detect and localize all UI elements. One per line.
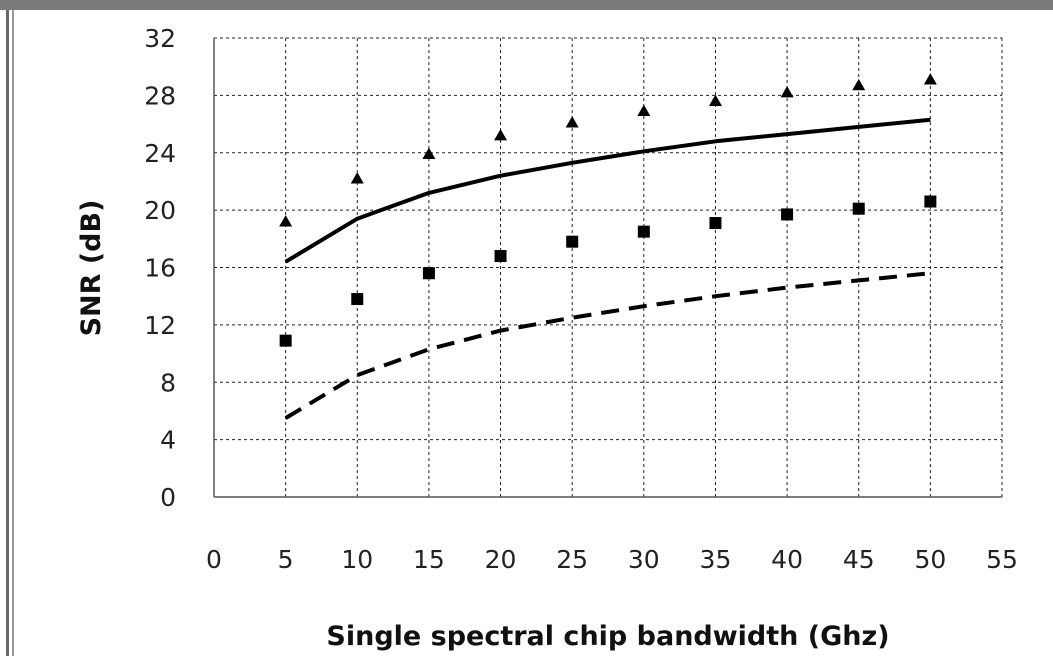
y-tick-label: 32 [144, 24, 176, 53]
x-tick-label: 45 [843, 545, 875, 574]
solid-series-line [284, 117, 931, 264]
triangle-point [565, 116, 579, 128]
x-tick-label: 15 [413, 545, 445, 574]
x-tick-label: 25 [556, 545, 588, 574]
frame-border-left-inner [12, 10, 14, 656]
triangle-point [637, 104, 651, 117]
y-tick-label: 0 [160, 483, 176, 512]
y-axis-title: SNR (dB) [76, 200, 107, 337]
square-point [494, 250, 507, 263]
triangle-point [279, 215, 293, 227]
y-tick-label: 16 [144, 254, 176, 283]
axes [213, 38, 1002, 498]
x-tick-label: 20 [485, 545, 517, 574]
x-tick-label: 55 [986, 545, 1018, 574]
frame-border-left [6, 10, 9, 656]
triangle-point [422, 147, 436, 160]
triangle-point [494, 129, 508, 141]
grid-lines [214, 37, 1003, 497]
triangle-point [350, 172, 364, 184]
series-layer [279, 73, 937, 420]
y-tick-label: 24 [144, 139, 176, 168]
x-tick-label: 35 [700, 545, 732, 574]
tick-labels: 0 4 8 12 16 20 24 28 32 0 5 10 15 20 25 30 35 40 45 50 55 [144, 24, 1018, 574]
x-tick-label: 30 [628, 545, 660, 574]
square-point [422, 267, 435, 280]
triangle-point [852, 78, 866, 91]
x-axis-title: Single spectral chip bandwidth (Ghz) [326, 621, 889, 652]
square-point [781, 208, 794, 221]
y-tick-label: 8 [160, 368, 176, 397]
x-tick-label: 40 [771, 545, 803, 574]
square-point [566, 235, 579, 248]
x-tick-label: 50 [914, 545, 946, 574]
figure-frame [0, 10, 1053, 656]
triangle-point [780, 86, 794, 98]
square-point [852, 202, 865, 215]
square-point [709, 217, 722, 230]
square-point [351, 293, 364, 306]
x-tick-label: 0 [206, 545, 222, 574]
y-tick-label: 12 [144, 311, 176, 340]
y-tick-label: 20 [144, 196, 176, 225]
x-tick-label: 10 [341, 545, 373, 574]
triangle-point [708, 94, 722, 106]
y-tick-label: 28 [144, 81, 176, 110]
x-tick-label: 5 [278, 545, 294, 574]
y-tick-label: 4 [160, 426, 176, 455]
square-point [924, 195, 937, 208]
square-point [279, 334, 292, 347]
square-point [637, 225, 650, 238]
triangle-point [923, 73, 937, 85]
dashed-series-line [284, 271, 931, 420]
